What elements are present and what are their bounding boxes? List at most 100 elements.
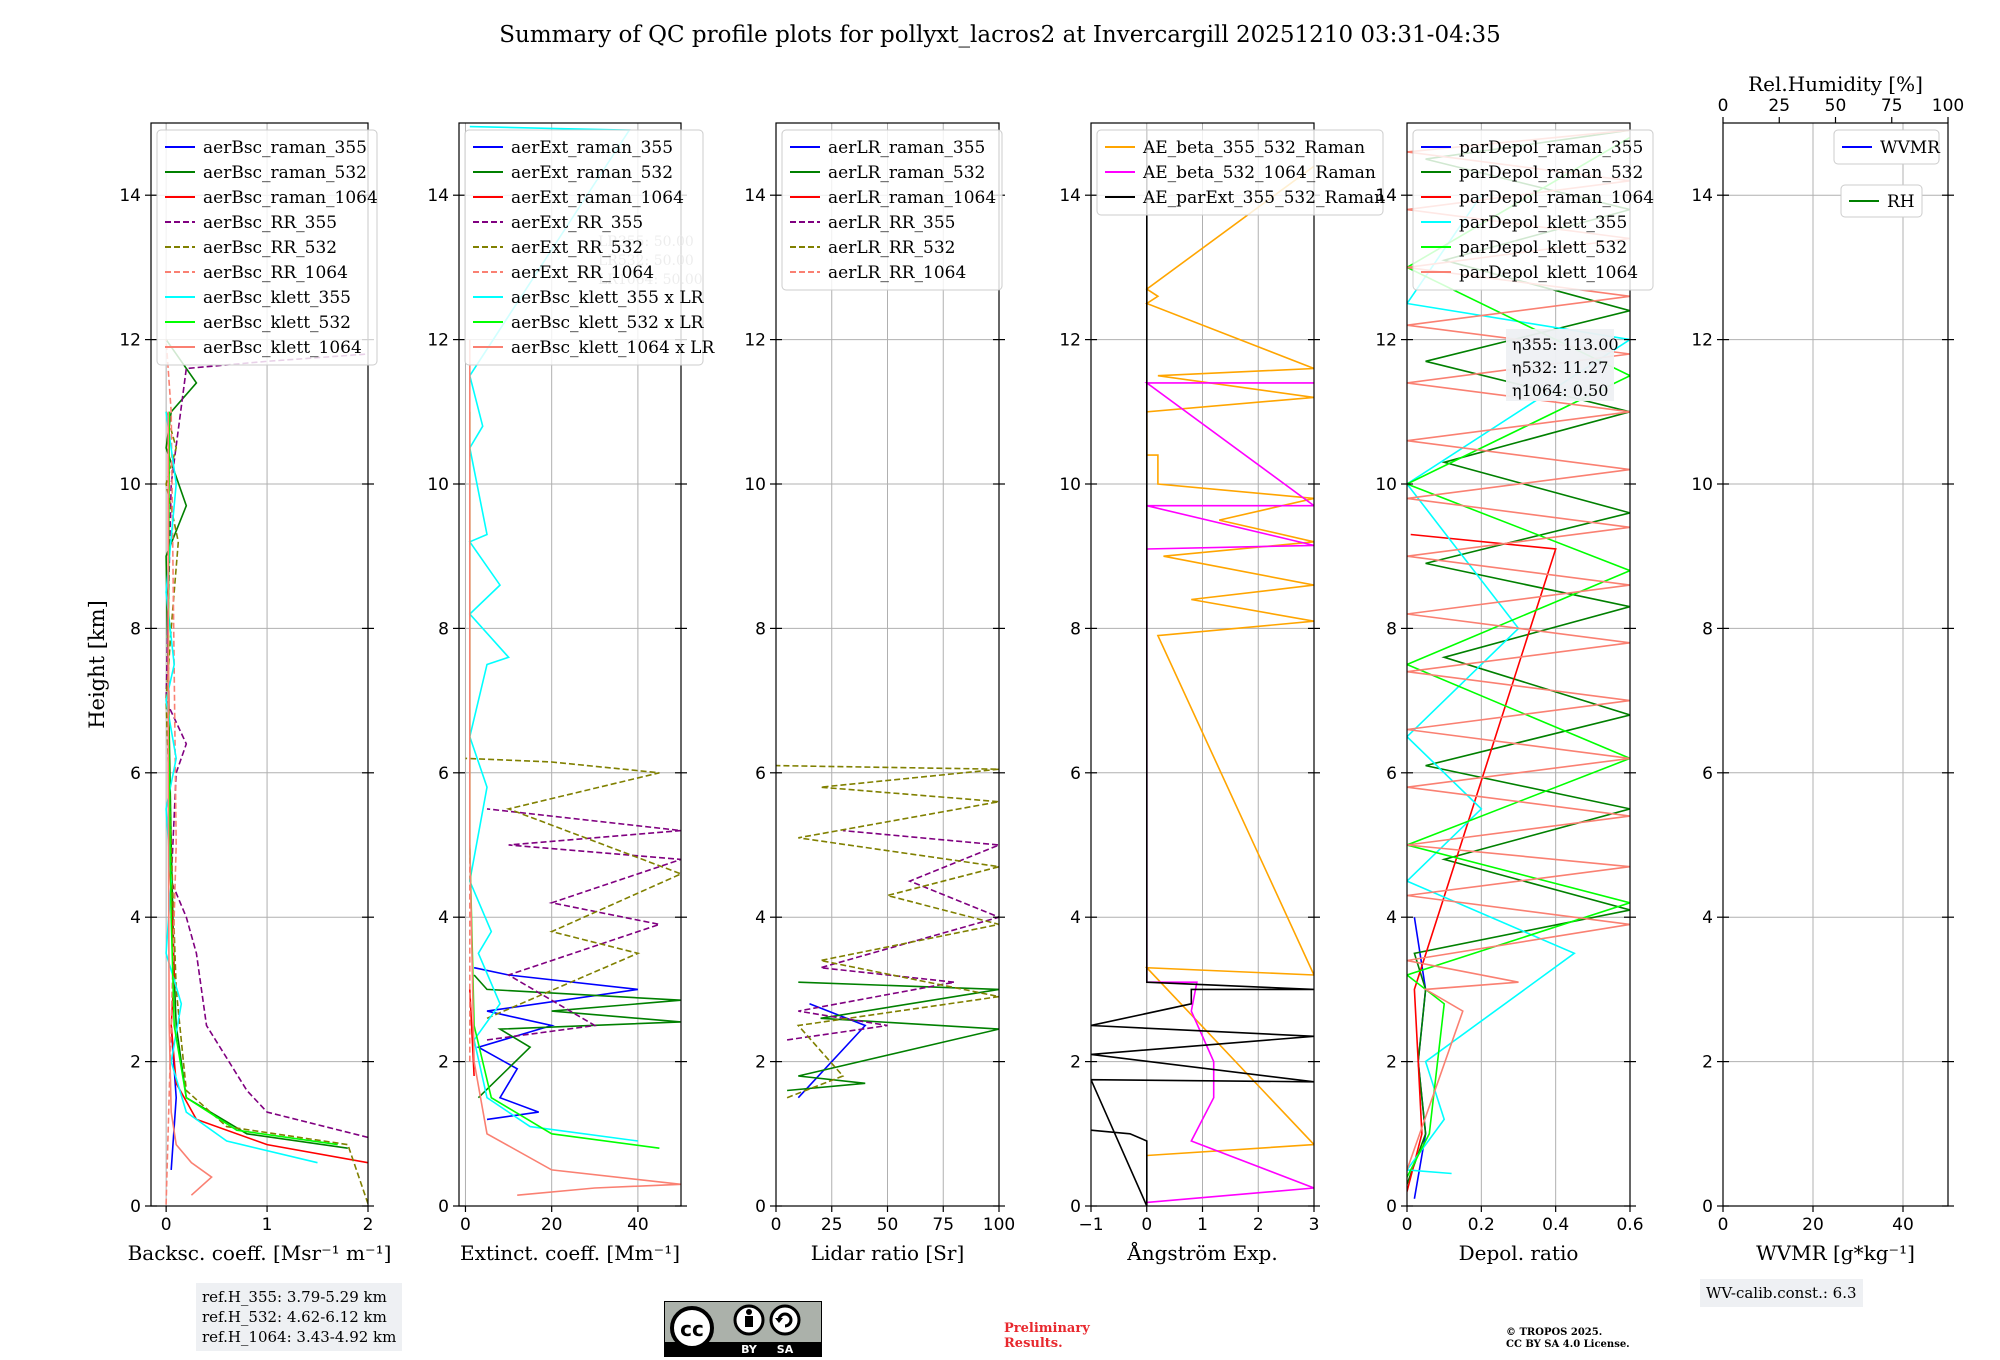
y-tick-label: 0 bbox=[755, 1197, 766, 1217]
series-aerBsc-RR-1064 bbox=[165, 339, 178, 1205]
x-tick-label: 0 bbox=[1141, 1215, 1152, 1235]
series-AE-parExt-355-532-Raman bbox=[1091, 130, 1314, 1206]
y-tick-label: 10 bbox=[1691, 475, 1713, 495]
y-tick-label: 0 bbox=[1702, 1197, 1713, 1217]
y-tick-label: 0 bbox=[1070, 1197, 1081, 1217]
legend-label: aerBsc_klett_1064 bbox=[203, 338, 362, 358]
series-group bbox=[465, 125, 681, 1196]
y-tick-label: 0 bbox=[438, 1197, 449, 1217]
preliminary-line-2: Results. bbox=[1004, 1336, 1063, 1351]
y-tick-label: 14 bbox=[1691, 186, 1713, 206]
series-parDepol-klett-532 bbox=[1407, 136, 1630, 1178]
x2-tick-label: 75 bbox=[1881, 96, 1903, 116]
y-tick-label: 10 bbox=[427, 475, 449, 495]
x-tick-label: 0.2 bbox=[1468, 1215, 1495, 1235]
share-alike-icon bbox=[769, 1304, 801, 1336]
legend-label: WVMR bbox=[1880, 138, 1941, 158]
x-axis-label: Ångström Exp. bbox=[1126, 1240, 1277, 1265]
y-tick-label: 4 bbox=[1702, 908, 1713, 928]
legend-label: aerLR_raman_532 bbox=[828, 163, 985, 183]
series-aerBsc-raman-1064 bbox=[167, 411, 368, 1164]
y-tick-label: 10 bbox=[1375, 475, 1397, 495]
legend-label: aerExt_RR_1064 bbox=[511, 263, 654, 283]
cc-logo-text: cc bbox=[680, 1317, 704, 1341]
panel-6: 0 2 4 6 8 10 12 14 0 20 40 0 25 50 75 100 Rel.Humidity [… bbox=[1691, 72, 1964, 1265]
series-AE-beta-532-1064-Raman bbox=[1144, 382, 1314, 1204]
y-tick-label: 4 bbox=[1386, 908, 1397, 928]
legend-label: parDepol_klett_532 bbox=[1459, 238, 1627, 258]
y-tick-label: 8 bbox=[1386, 619, 1397, 639]
y-tick-label: 2 bbox=[1386, 1053, 1397, 1073]
legend-label: aerLR_RR_355 bbox=[828, 213, 955, 233]
series-group bbox=[1091, 130, 1314, 1206]
x-tick-label: 40 bbox=[627, 1215, 649, 1235]
x-tick-label: 40 bbox=[1892, 1215, 1914, 1235]
legend-label: RH bbox=[1887, 192, 1915, 212]
legend-label: aerExt_RR_355 bbox=[511, 213, 643, 233]
legend-label: aerBsc_klett_532 bbox=[203, 313, 351, 333]
x2-tick-label: 100 bbox=[1932, 96, 1964, 116]
legend-label: aerBsc_RR_1064 bbox=[203, 263, 348, 283]
legend-label: aerBsc_raman_355 bbox=[203, 138, 367, 158]
series-group bbox=[776, 764, 999, 1099]
legend-label: aerBsc_klett_532 x LR bbox=[511, 313, 705, 333]
axes-frame bbox=[1406, 122, 1631, 1207]
preliminary-line-1: Preliminary bbox=[1004, 1321, 1090, 1336]
y-tick-label: 4 bbox=[438, 908, 449, 928]
x-tick-label: 1 bbox=[1197, 1215, 1208, 1235]
x-axis-label: WVMR [g*kg⁻¹] bbox=[1756, 1241, 1915, 1265]
y-tick-label: 8 bbox=[755, 619, 766, 639]
x2-tick-label: 50 bbox=[1825, 96, 1847, 116]
series-aerLR-RR-355 bbox=[786, 829, 999, 1041]
y-tick-label: 10 bbox=[744, 475, 766, 495]
series-group bbox=[165, 339, 368, 1205]
y-tick-label: 6 bbox=[1386, 764, 1397, 784]
x2-tick-label: 0 bbox=[1718, 96, 1729, 116]
eta-note: η1064: 0.50 bbox=[1512, 381, 1608, 400]
y-tick-label: 8 bbox=[1702, 619, 1713, 639]
x-tick-label: 0 bbox=[460, 1215, 471, 1235]
y-tick-label: 6 bbox=[755, 764, 766, 784]
y-tick-label: 4 bbox=[130, 908, 141, 928]
x-tick-label: 2 bbox=[1253, 1215, 1264, 1235]
legend-label: aerBsc_RR_532 bbox=[203, 238, 337, 258]
y-tick-label: 12 bbox=[1691, 331, 1713, 351]
y-tick-label: 6 bbox=[438, 764, 449, 784]
x2-tick-label: 25 bbox=[1768, 96, 1790, 116]
legend-label: parDepol_raman_1064 bbox=[1459, 188, 1654, 208]
y-tick-label: 10 bbox=[1059, 475, 1081, 495]
y-tick-label: 10 bbox=[119, 475, 141, 495]
legend-label: aerBsc_RR_355 bbox=[203, 213, 337, 233]
legend-label: aerBsc_raman_532 bbox=[203, 163, 367, 183]
legend-label: aerExt_raman_532 bbox=[511, 163, 673, 183]
x-tick-label: 3 bbox=[1309, 1215, 1320, 1235]
x-tick-label: 1 bbox=[262, 1215, 273, 1235]
legend-box bbox=[1412, 129, 1654, 291]
x-tick-label: 0.6 bbox=[1616, 1215, 1643, 1235]
y-tick-label: 4 bbox=[1070, 908, 1081, 928]
y-tick-label: 14 bbox=[744, 186, 766, 206]
figure-title: Summary of QC profile plots for pollyxt_… bbox=[499, 22, 1501, 48]
x-tick-label: 0 bbox=[161, 1215, 172, 1235]
copyright-note: © TROPOS 2025. CC BY SA 4.0 License. bbox=[1506, 1327, 1630, 1351]
x-tick-label: 25 bbox=[821, 1215, 843, 1235]
legend-label: parDepol_raman_532 bbox=[1459, 163, 1643, 183]
y-tick-label: 4 bbox=[755, 908, 766, 928]
y-tick-label: 8 bbox=[438, 619, 449, 639]
ref-height-355: ref.H_355: 3.79-5.29 km bbox=[202, 1288, 387, 1306]
by-label: BY bbox=[741, 1343, 758, 1356]
panel-3: 0 2 4 6 8 10 12 14 0 25 50 75 100 Lidar ratio [Sr] aer… bbox=[744, 122, 1015, 1265]
legend-label: AE_beta_355_532_Raman bbox=[1142, 138, 1365, 158]
y-tick-label: 14 bbox=[427, 186, 449, 206]
reference-height-box: ref.H_355: 3.79-5.29 km ref.H_532: 4.62-… bbox=[196, 1283, 403, 1351]
legend-box bbox=[464, 129, 704, 366]
y-tick-label: 0 bbox=[1386, 1197, 1397, 1217]
legend-box bbox=[1096, 129, 1384, 216]
x-tick-label: 0 bbox=[1402, 1215, 1413, 1235]
x-tick-label: 20 bbox=[541, 1215, 563, 1235]
ref-height-1064: ref.H_1064: 3.43-4.92 km bbox=[202, 1328, 397, 1346]
x2-axis-label: Rel.Humidity [%] bbox=[1748, 72, 1923, 96]
